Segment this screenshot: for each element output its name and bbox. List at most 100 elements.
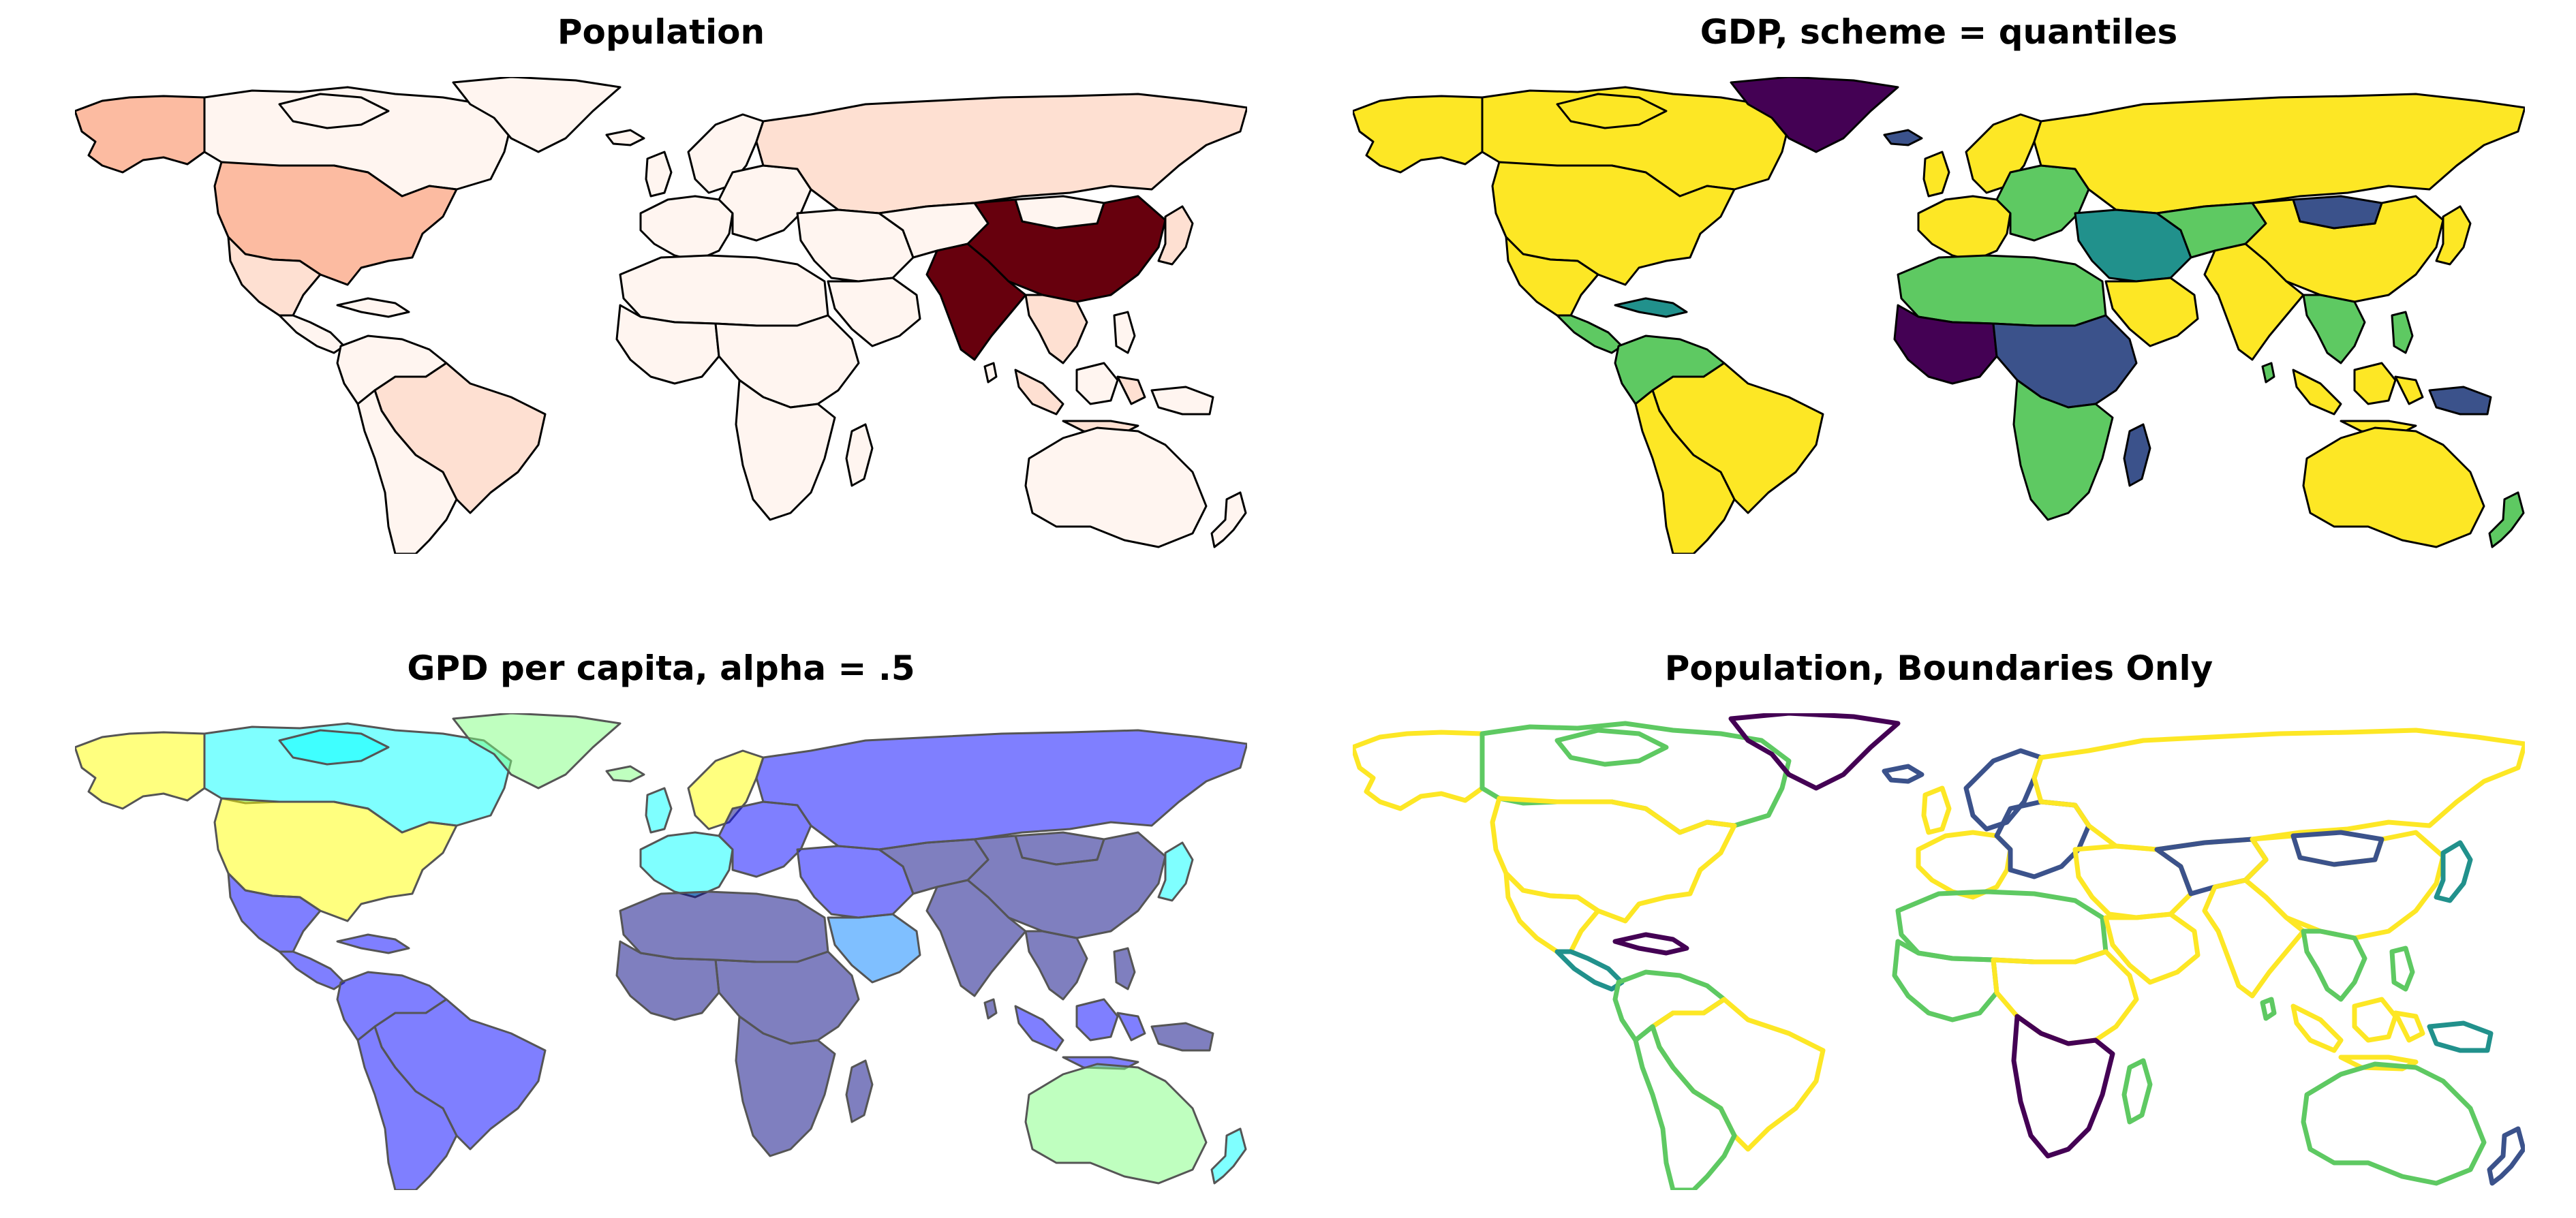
region-alaska [75,95,206,174]
region-indonesia [1014,1005,1146,1070]
region-japan [1157,205,1194,266]
region-madagascar [2123,423,2151,487]
region-borneo [1075,362,1119,405]
region-united-kingdom [1921,785,1952,835]
region-arctic-islands [1556,93,1668,129]
region-southeast-asia [1024,930,1088,1001]
region-greenland [452,713,622,790]
region-united-kingdom [645,151,673,198]
region-southeast-asia [2301,928,2367,1002]
region-central-america [278,950,346,990]
region-western-europe [1917,195,2012,262]
region-australia [2302,426,2485,548]
region-borneo [1075,998,1119,1042]
region-australia [1024,1063,1208,1185]
region-papua-new-guinea [2428,386,2492,416]
region-iceland [1883,129,1923,146]
region-southern-africa [2012,379,2114,521]
region-arabian-peninsula [827,913,921,984]
region-central-america [1554,949,1625,992]
region-eastern-europe [718,800,812,878]
region-philippines [2389,946,2415,992]
region-united-states [1490,796,1737,924]
panel-title: Population, Boundaries Only [1664,649,2213,688]
region-mongolia [2292,195,2383,230]
region-mongolia [2290,830,2385,867]
region-indonesia [2290,1003,2425,1072]
region-papua-new-guinea [1150,1022,1214,1052]
region-sri-lanka [983,998,998,1020]
region-arctic-islands [278,93,390,129]
region-west-africa [615,940,720,1021]
map-panel-gdp-per-capita: GPD per capita, alpha = .5 [75,649,1247,1193]
region-new-zealand [1210,1127,1247,1185]
region-borneo [2353,362,2397,405]
region-japan [2435,205,2472,266]
region-middle-east [2072,843,2194,920]
region-japan [1157,841,1194,902]
region-greenland [1730,77,1899,153]
region-papua-new-guinea [1150,386,1214,416]
region-arctic-islands [278,729,390,766]
region-west-africa [1892,939,1999,1022]
region-madagascar [845,423,874,487]
region-borneo [2352,997,2398,1043]
world-map [1353,713,2525,1190]
region-caribbean [336,933,410,954]
region-north-africa [1895,889,2109,965]
region-southern-africa [735,1015,836,1157]
region-eastern-europe [1995,164,2090,242]
region-china [2243,830,2446,941]
region-caribbean [336,297,410,318]
region-west-africa [615,304,720,385]
world-map [1353,77,2525,554]
region-sri-lanka [2260,997,2277,1021]
region-iceland [605,129,645,146]
panel-title: GDP, scheme = quantiles [1700,12,2178,52]
region-scandinavia [687,113,765,194]
region-alaska [75,731,206,810]
region-north-africa [619,254,829,327]
region-united-kingdom [645,787,673,834]
region-canada [1479,721,1792,835]
map-panel-gdp-quantiles: GDP, scheme = quantiles [1353,12,2525,557]
region-alaska [1353,95,1484,174]
region-mexico [1503,871,1601,954]
region-central-africa [714,950,860,1045]
region-russia [755,93,1247,215]
region-mexico [227,236,322,317]
map-panel-population-boundaries: Population, Boundaries Only [1353,649,2525,1193]
panel-title: GPD per capita, alpha = .5 [407,649,915,688]
region-caribbean [1612,932,1689,956]
region-mongolia [1014,195,1105,230]
region-russia [2031,728,2525,852]
region-greenland [452,77,622,153]
region-western-europe [639,195,734,262]
region-madagascar [2121,1058,2153,1125]
region-arabian-peninsula [2103,911,2201,985]
region-southern-cone [356,1025,458,1190]
region-western-europe [639,831,734,899]
region-north-africa [1897,254,2107,327]
region-arabian-peninsula [827,277,921,347]
region-australia [1024,426,1208,548]
region-new-zealand [1210,491,1247,548]
region-southern-africa [735,379,836,521]
region-eastern-europe [718,164,812,242]
region-philippines [1113,947,1136,990]
world-map [75,77,1247,554]
region-india [2202,877,2306,999]
region-southern-cone [356,389,458,554]
region-new-zealand [2487,1126,2525,1186]
region-russia [755,729,1247,851]
region-indonesia [2292,369,2424,434]
region-scandinavia [687,749,765,830]
region-alaska [1353,730,1485,811]
region-north-africa [619,890,829,963]
region-japan [2434,840,2473,903]
region-scandinavia [1965,113,2042,194]
region-caribbean [1614,297,1688,318]
region-philippines [1113,311,1136,354]
region-southeast-asia [1024,294,1088,364]
region-philippines [2391,311,2414,354]
